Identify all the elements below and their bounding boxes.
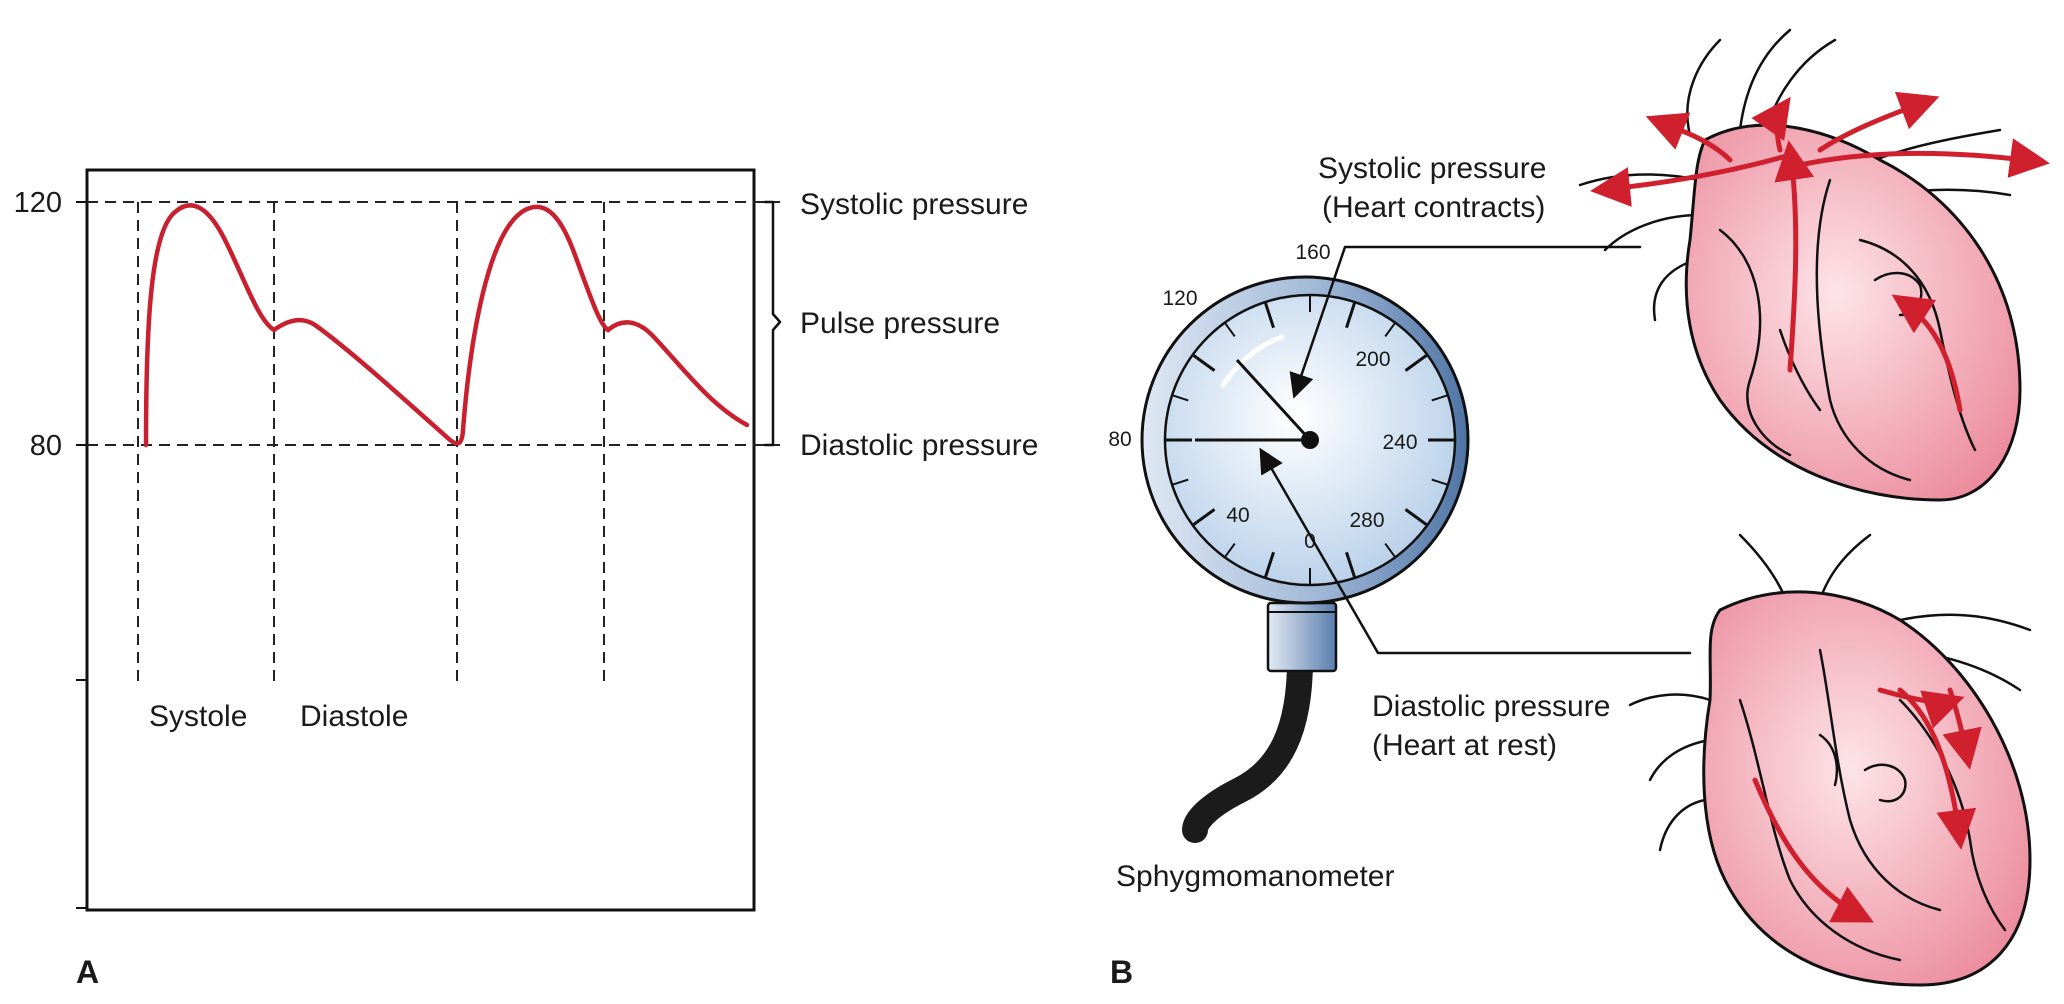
gauge-pivot <box>1301 431 1319 449</box>
gauge-tube <box>1182 647 1313 843</box>
dial-tick <box>1263 301 1275 329</box>
dial-tick <box>1404 353 1429 372</box>
heart-resting-flow-arrows <box>1752 687 1982 923</box>
dial-tick <box>1171 478 1189 486</box>
dial-tick <box>1191 353 1216 372</box>
heart-contracting-flow-arrows <box>1590 91 2050 413</box>
heart-body-bottom <box>1702 590 2032 987</box>
dial-tick-marks <box>1165 295 1455 585</box>
systolic-callout-title: Systolic pressure <box>1318 152 1546 185</box>
dial-tick <box>1223 542 1236 558</box>
gauge-glare <box>1220 334 1285 388</box>
diastolic-callout-title: Diastolic pressure <box>1372 690 1610 723</box>
waveform-panel: 120 80 Systolic pressure Pulse pressure … <box>14 168 1038 912</box>
sphygmomanometer: 0 40 80 120 160 200 240 280 <box>1108 241 1470 843</box>
diastolic-callout-line <box>1259 447 1692 655</box>
dial-tick <box>1345 301 1357 329</box>
systolic-callout-line <box>1289 245 1642 399</box>
tick-label-80: 80 <box>30 430 62 462</box>
dial-tick <box>1191 508 1216 527</box>
dial-number-280: 280 <box>1349 509 1384 532</box>
dial-tick <box>1223 322 1236 338</box>
dial-number-120: 120 <box>1162 287 1197 310</box>
gauge-neck <box>1266 601 1338 673</box>
dial-tick <box>1345 551 1357 579</box>
diastolic-callout-subtitle: (Heart at rest) <box>1372 729 1557 762</box>
pulse-pressure-bracket <box>763 200 782 447</box>
diastole-label: Diastole <box>300 700 408 733</box>
dial-tick <box>1431 394 1449 402</box>
dial-tick <box>1431 478 1449 486</box>
systole-label: Systole <box>149 700 247 733</box>
dial-number-200: 200 <box>1355 348 1390 371</box>
heart-resting-illustration <box>1628 533 2032 987</box>
dial-tick <box>1404 508 1429 527</box>
dial-tick <box>1171 394 1189 402</box>
waveform-frame <box>85 168 756 912</box>
dial-number-0: 0 <box>1304 530 1316 553</box>
dial-number-240: 240 <box>1382 431 1417 454</box>
pulse-pressure-label: Pulse pressure <box>800 307 1000 340</box>
pressure-curve <box>143 203 750 448</box>
heart-body-top <box>1684 123 2022 502</box>
dial-number-40: 40 <box>1226 504 1249 527</box>
dial-number-160: 160 <box>1295 241 1330 264</box>
systolic-pressure-label: Systolic pressure <box>800 188 1028 221</box>
dial-tick <box>1384 542 1397 558</box>
dial-tick <box>1263 551 1275 579</box>
sphygmomanometer-label: Sphygmomanometer <box>1116 860 1394 893</box>
dial-tick <box>1384 322 1397 338</box>
tick-label-120: 120 <box>14 187 62 219</box>
dial-number-80: 80 <box>1108 428 1131 451</box>
systolic-callout-subtitle: (Heart contracts) <box>1322 191 1545 224</box>
heart-contracting-illustration <box>1578 28 2050 502</box>
gauge-needle-up <box>1235 358 1312 442</box>
diastolic-pressure-label: Diastolic pressure <box>800 429 1038 462</box>
panel-b-label: B <box>1110 954 1133 990</box>
panel-a-label: A <box>76 954 99 990</box>
